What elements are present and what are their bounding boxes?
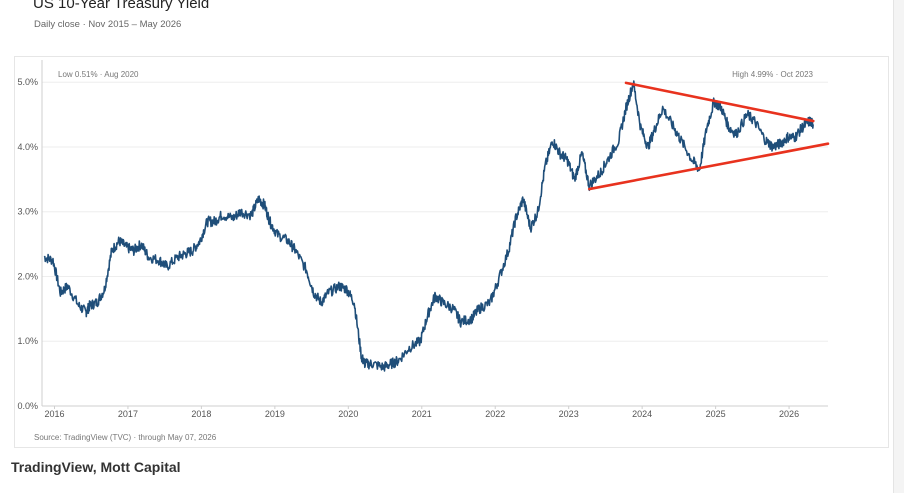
axes: 0.0% 1.0% 2.0% 3.0% 4.0% 5.0% 2016 2017 2018 2019… [17, 60, 828, 419]
yield-series-line [43, 80, 815, 372]
x-tick-label: 2025 [706, 409, 726, 419]
page-scrollbar[interactable] [893, 0, 904, 493]
series-layer [43, 80, 815, 372]
chart-title: US 10-Year Treasury Yield [33, 0, 210, 12]
x-tick-label: 2021 [412, 409, 432, 419]
chart-subtitle: Daily close · Nov 2015 – May 2026 [34, 19, 182, 30]
x-tick-label: 2017 [118, 409, 138, 419]
x-tick-label: 2026 [779, 409, 799, 419]
grid-lines [42, 81, 828, 407]
chart-frame [14, 56, 889, 448]
y-tick-label: 3.0% [17, 207, 38, 217]
image-credit: TradingView, Mott Capital [11, 459, 181, 475]
x-tick-label: 2022 [485, 409, 505, 419]
x-tick-label: 2020 [338, 409, 358, 419]
x-tick-label: 2016 [44, 409, 64, 419]
y-tick-label: 2.0% [17, 271, 38, 281]
lower-trendline [587, 142, 830, 191]
y-tick-label: 1.0% [17, 336, 38, 346]
y-tick-label: 4.0% [17, 142, 38, 152]
y-tick-label: 5.0% [17, 77, 38, 87]
x-tick-label: 2019 [265, 409, 285, 419]
high-annotation: High 4.99% · Oct 2023 [732, 70, 813, 79]
y-tick-label: 0.0% [17, 401, 38, 411]
trendline-layer [587, 81, 830, 191]
low-annotation: Low 0.51% · Aug 2020 [58, 70, 139, 79]
source-note: Source: TradingView (TVC) · through May … [34, 433, 217, 442]
x-tick-label: 2024 [632, 409, 652, 419]
x-tick-label: 2018 [191, 409, 211, 419]
upper-trendline [624, 81, 815, 123]
x-tick-label: 2023 [559, 409, 579, 419]
